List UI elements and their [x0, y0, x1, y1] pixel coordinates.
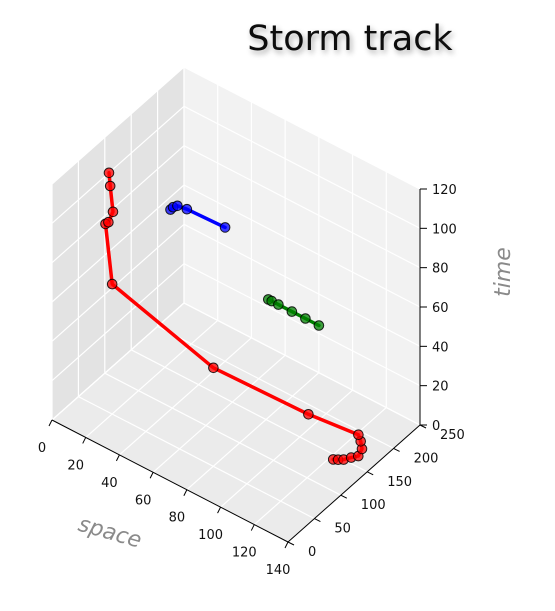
y-tick-label: 250 [440, 428, 465, 443]
data-point [172, 200, 183, 212]
data-point [104, 180, 116, 192]
gridline [157, 325, 394, 449]
x-tick-label: 60 [135, 493, 152, 508]
x-tick-mark [115, 454, 120, 462]
series-1 [100, 167, 368, 466]
z-tick-label: 40 [432, 340, 449, 355]
axis-ticks: 0204060801001201400501001502002500204060… [38, 183, 465, 578]
data-point [353, 429, 364, 441]
gridline [51, 105, 185, 224]
gridline [104, 372, 342, 496]
data-point [208, 362, 219, 374]
x-tick-mark [82, 437, 87, 444]
x-tick-label: 120 [232, 546, 257, 561]
gridline [183, 105, 421, 229]
gridline [51, 302, 185, 421]
y-tick-label: 150 [387, 475, 412, 490]
gridline [51, 223, 185, 342]
data-point [313, 320, 325, 331]
data-point [107, 206, 119, 218]
gridline [78, 396, 315, 520]
data-point [103, 167, 115, 179]
data-point [181, 203, 193, 215]
y-tick-mark [287, 541, 295, 546]
data-point [300, 313, 311, 324]
y-tick-mark [340, 494, 348, 499]
gridline [51, 66, 185, 185]
x-axis-label: space [75, 512, 144, 554]
y-tick-mark [366, 471, 374, 476]
data-point [286, 306, 298, 317]
data-point [106, 278, 118, 290]
z-tick-label: 60 [432, 301, 449, 316]
data-point [303, 409, 314, 420]
y-tick-mark [393, 447, 400, 452]
data-point [103, 216, 114, 228]
y-tick-label: 50 [334, 522, 351, 537]
gridline [183, 145, 421, 269]
x-tick-mark [48, 419, 53, 427]
data-point [273, 299, 284, 310]
x-tick-mark [149, 472, 154, 479]
gridline [183, 302, 421, 426]
x-tick-label: 0 [38, 441, 46, 456]
gridline [130, 349, 368, 473]
chart-title: Storm track [247, 19, 453, 59]
gridline [152, 354, 286, 473]
y-tick-label: 0 [308, 545, 316, 560]
x-tick-mark [250, 524, 255, 531]
x-tick-label: 40 [101, 476, 118, 491]
gridline [85, 319, 219, 438]
gridline [253, 407, 387, 526]
x-tick-label: 20 [67, 458, 84, 473]
data-series [100, 167, 368, 466]
series-2 [165, 200, 231, 233]
x-tick-mark [183, 489, 188, 496]
z-tick-label: 80 [432, 262, 449, 277]
z-tick-label: 20 [432, 380, 449, 395]
z-axis-label: time [491, 247, 516, 297]
gridline [183, 184, 421, 308]
gridline [220, 389, 353, 508]
gridline [51, 184, 185, 303]
y-tick-label: 100 [361, 498, 386, 513]
gridline [119, 337, 252, 456]
gridline [51, 263, 185, 382]
data-point [219, 222, 231, 233]
y-axis-line [287, 424, 421, 543]
gridline [183, 263, 421, 387]
x-tick-mark [284, 541, 289, 549]
z-tick-label: 0 [432, 419, 440, 434]
gridline [186, 372, 320, 491]
y-tick-label: 200 [414, 451, 439, 466]
gridline [183, 223, 421, 347]
z-tick-label: 120 [432, 183, 457, 198]
x-axis-line [51, 419, 289, 543]
x-tick-mark [217, 506, 222, 514]
z-tick-label: 100 [432, 222, 457, 237]
gridline [183, 66, 421, 190]
x-tick-label: 80 [169, 511, 186, 526]
x-tick-label: 140 [266, 563, 291, 578]
x-tick-label: 100 [198, 528, 223, 543]
series-3 [263, 294, 325, 331]
gridline [51, 145, 185, 264]
y-tick-mark [314, 518, 321, 523]
